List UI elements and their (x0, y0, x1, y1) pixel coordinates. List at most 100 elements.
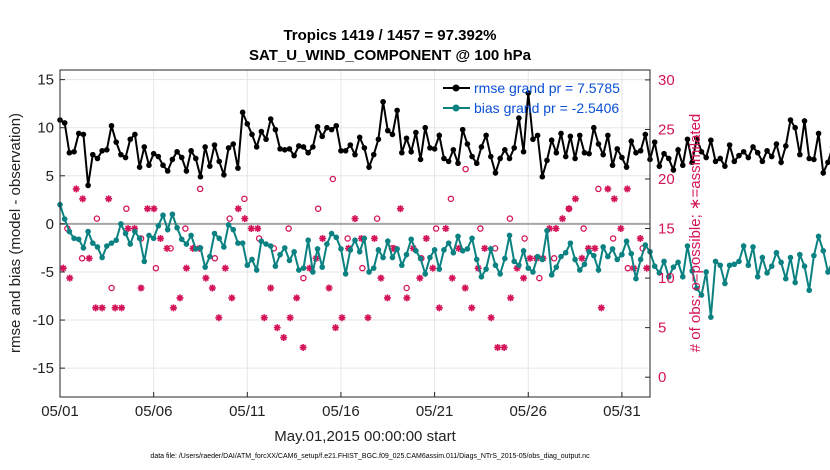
rmse-point (558, 130, 564, 137)
rmse-point (717, 155, 724, 162)
y2-axis-label: # of obs: o=possible; ∗=assimilated (687, 114, 704, 353)
bias-point (384, 238, 391, 244)
rmse-point (455, 160, 461, 167)
assimilated-obs-marker (254, 225, 262, 233)
rmse-point (684, 136, 691, 143)
rmse-point (473, 160, 480, 167)
assimilated-obs-marker (617, 225, 625, 233)
bias-point (197, 245, 204, 251)
rmse-point (773, 141, 780, 147)
bias-point (207, 253, 213, 260)
y2-tick-label: 5 (658, 320, 666, 337)
possible-obs-marker (373, 215, 381, 222)
rmse-point (286, 146, 293, 152)
bias-point (614, 256, 621, 263)
rmse-point (464, 141, 471, 147)
bias-point (253, 267, 260, 273)
bias-point (230, 226, 237, 233)
y2-tick-label: 20 (658, 171, 675, 188)
assimilated-obs-marker (208, 284, 216, 292)
y2-tick-label: 0 (658, 369, 666, 386)
rmse-point (249, 131, 255, 138)
possible-obs-marker (93, 215, 101, 222)
bias-point (811, 252, 817, 259)
rmse-point (436, 132, 443, 139)
bias-point (586, 248, 592, 255)
bias-point (581, 261, 588, 268)
assimilated-obs-marker (565, 205, 573, 213)
rmse-point (764, 147, 770, 154)
rmse-point (665, 155, 672, 162)
rmse-point (708, 137, 714, 144)
assimilated-obs-marker (643, 264, 651, 272)
bias-point (71, 235, 77, 242)
rmse-point (801, 118, 808, 124)
assimilated-obs-marker (481, 244, 489, 252)
legend-bias-label: bias grand pr = -2.5406 (474, 100, 619, 116)
bias-point (192, 246, 199, 252)
bias-point (530, 269, 536, 275)
rmse-point (319, 133, 326, 140)
rmse-point (300, 144, 307, 150)
assimilated-obs-marker (306, 264, 314, 272)
rmse-point (408, 148, 414, 155)
bias-point (356, 248, 363, 255)
assimilated-obs-marker (111, 304, 119, 312)
rmse-point (825, 159, 830, 166)
rmse-point (497, 155, 503, 162)
bias-point (80, 245, 87, 251)
possible-obs-marker (329, 175, 337, 183)
assimilated-obs-marker (383, 294, 391, 302)
bias-point (698, 292, 705, 298)
rmse-point (759, 158, 766, 165)
bias-point (820, 248, 827, 254)
y-axis-label: rmse and bias (model - observation) (7, 113, 24, 353)
assimilated-obs-marker (636, 234, 644, 242)
bias-point (408, 236, 414, 243)
bias-point (361, 235, 368, 242)
assimilated-obs-marker (234, 205, 242, 213)
bias-point (473, 256, 480, 263)
bias-point (562, 249, 569, 256)
assimilated-obs-marker (409, 244, 417, 252)
y-tick-label: 10 (37, 120, 54, 137)
rmse-point (609, 162, 616, 169)
bias-point (281, 245, 288, 251)
rmse-point (811, 156, 817, 163)
possible-obs-marker (285, 225, 292, 232)
bias-point (291, 248, 297, 255)
bias-point (300, 265, 307, 271)
rmse-point (272, 126, 279, 133)
rmse-point (263, 136, 269, 143)
possible-obs-marker (595, 185, 602, 193)
bias-point (506, 232, 513, 239)
rmse-point (118, 151, 124, 158)
possible-obs-marker (300, 274, 307, 282)
chart-title: Tropics 1419 / 1457 = 97.392% (283, 27, 496, 44)
bias-point (380, 254, 386, 261)
bias-point (174, 224, 180, 231)
bias-point (665, 273, 672, 280)
bias-point (89, 240, 96, 246)
bias-point (656, 270, 663, 276)
assimilated-obs-marker (604, 185, 612, 193)
bias-point (768, 263, 775, 270)
rmse-point (628, 138, 635, 144)
bias-point (394, 246, 400, 252)
bias-point (670, 264, 677, 270)
rmse-point (502, 147, 508, 153)
assimilated-obs-marker (468, 304, 476, 312)
rmse-point (506, 155, 513, 162)
rmse-point (516, 115, 522, 121)
rmse-point (403, 135, 410, 142)
bias-point (61, 216, 68, 222)
bias-point (759, 254, 766, 261)
rmse-point (384, 127, 391, 134)
rmse-point (394, 107, 400, 114)
assimilated-obs-marker (163, 244, 171, 252)
rmse-point (782, 143, 789, 149)
bias-point (792, 279, 798, 286)
bias-point (169, 211, 176, 218)
assimilated-obs-marker (494, 343, 502, 351)
bias-point (267, 243, 274, 249)
